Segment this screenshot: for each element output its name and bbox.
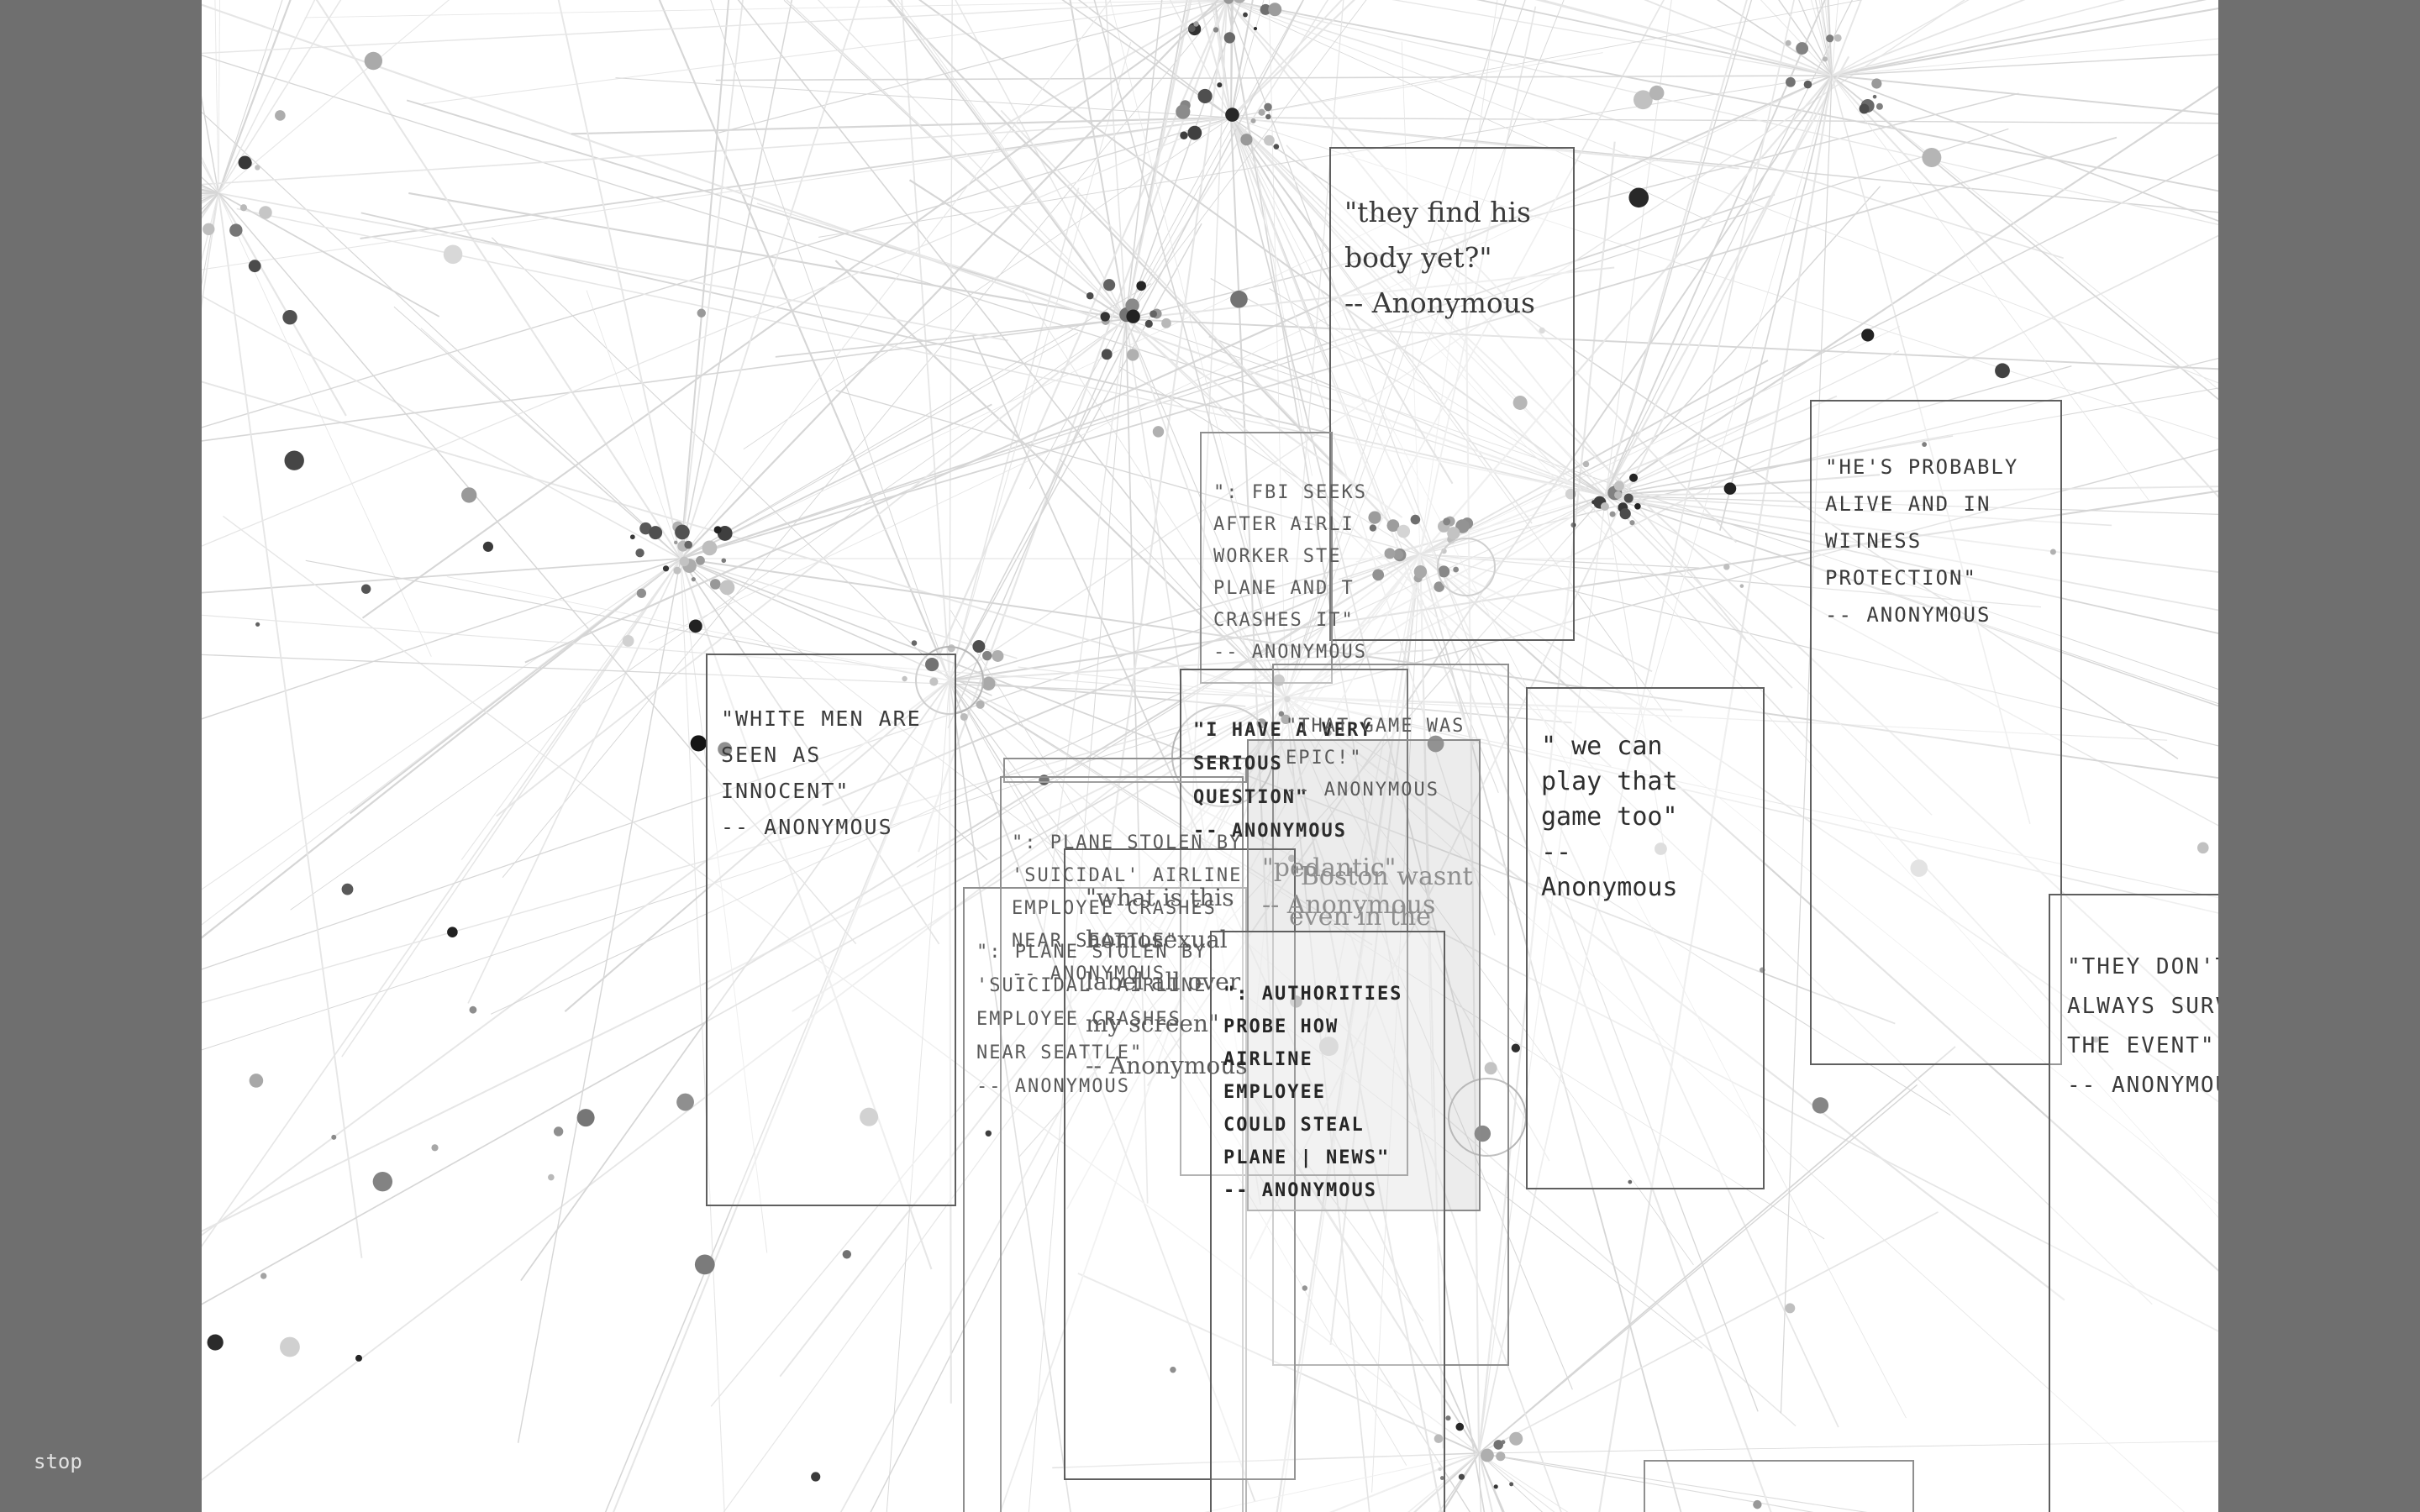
visualization-canvas[interactable]: "they find his body yet?" -- Anonymous "… [202, 0, 2218, 1512]
network-graph [202, 0, 2218, 1512]
quote-text: ": PLANE STOLEN BY 'SUICIDAL' AIRLINE EM… [1012, 832, 1243, 984]
quote-card[interactable] [1247, 739, 1481, 1211]
quote-text: "Boston wasnt even in the [1289, 862, 1473, 932]
quote-card[interactable] [2049, 894, 2218, 1512]
quote-text: ": FBI SEEKS AFTER AIRLI WORKER STE PLAN… [1213, 482, 1367, 663]
quote-card[interactable] [1329, 147, 1575, 641]
quote-card[interactable] [1200, 432, 1333, 684]
quote-card[interactable] [1210, 931, 1445, 1512]
quote-text: "WHITE MEN ARE SEEN AS INNOCENT" -- ANON… [721, 706, 922, 839]
quote-card[interactable] [1810, 400, 2062, 1065]
quote-card[interactable] [1272, 664, 1509, 1366]
quote-card[interactable] [1003, 758, 1247, 783]
quote-text: ": PLANE STOLEN BY 'SUICIDAL' AIRLINE EM… [976, 942, 1207, 1097]
quote-card[interactable] [1000, 776, 1244, 1512]
quote-text: ": AUTHORITIES PROBE HOW AIRLINE EMPLOYE… [1223, 984, 1403, 1201]
quote-text: "I HAVE A VERY SERIOUS QUESTION" -- ANON… [1193, 720, 1373, 842]
quote-text: "they find his body yet?" -- Anonymous [1344, 196, 1535, 319]
quote-text: "what is this homosexual label all over … [1086, 884, 1248, 1079]
quote-card[interactable] [1526, 687, 1765, 1189]
quote-card[interactable] [1644, 1460, 1914, 1512]
stop-button[interactable]: stop [34, 1450, 82, 1473]
quote-text: "HE'S PROBABLY ALIVE AND IN WITNESS PROT… [1825, 455, 2019, 627]
quote-card[interactable] [1064, 848, 1296, 1480]
quote-text: " we can play that game too" -- Anonymou… [1541, 732, 1678, 902]
quote-text: "THEY DON'T ALWAYS SURVIVE THE EVENT" --… [2067, 954, 2218, 1098]
quote-text: "pedantic" -- Anonymous [1262, 853, 1436, 920]
quote-card[interactable] [706, 654, 956, 1206]
quote-card[interactable] [963, 887, 1247, 1512]
quote-text: "THAT GAME WAS EPIC!" -- ANONYMOUS [1286, 716, 1465, 801]
